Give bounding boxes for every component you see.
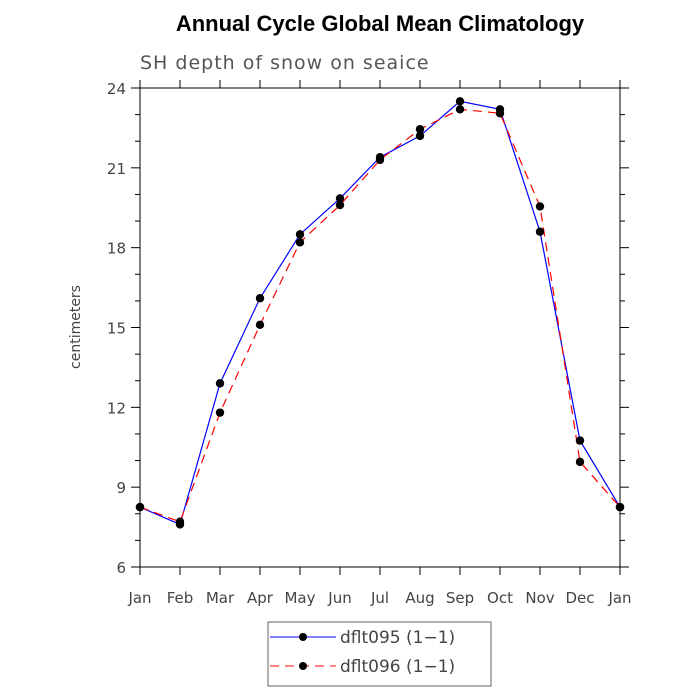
y-axis-label: centimeters <box>68 285 84 369</box>
legend-box <box>267 621 492 687</box>
x-tick-label: Jul <box>370 589 389 607</box>
x-tick-label: Nov <box>525 589 554 607</box>
point-dflt096-sep <box>455 105 465 114</box>
x-tick-label: Aug <box>405 589 434 607</box>
point-dflt096-aug <box>415 125 425 134</box>
series-line-dflt096 <box>139 108 621 523</box>
x-tick-label: Feb <box>167 589 194 607</box>
point-dflt096-dec <box>575 457 585 467</box>
point-dflt096-apr <box>255 320 265 330</box>
point-dflt096-jan <box>615 502 625 512</box>
x-tick-label: Jan <box>127 589 151 607</box>
y-tick-label: 24 <box>107 80 126 98</box>
point-dflt096-feb <box>175 517 185 526</box>
series-group <box>135 97 625 529</box>
x-tick-label: Mar <box>206 589 235 607</box>
y-tick-label: 12 <box>107 399 126 417</box>
legend-marker-dflt095 <box>299 633 307 641</box>
point-dflt096-jul <box>375 155 385 165</box>
point-dflt095-mar <box>215 379 225 388</box>
series-line-dflt095 <box>139 100 621 526</box>
point-dflt095-sep <box>455 97 465 106</box>
point-dflt096-oct <box>495 109 505 118</box>
chart-title: Annual Cycle Global Mean Climatology <box>176 11 585 36</box>
legend-label-dflt096: dflt096 (1−1) <box>340 657 455 677</box>
legend-marker-dflt096 <box>299 662 307 670</box>
x-tick-label: Jan <box>607 589 631 607</box>
y-tick-label: 6 <box>116 559 126 577</box>
y-tick-label: 18 <box>107 240 126 258</box>
point-dflt095-may <box>295 230 305 239</box>
x-tick-label: Dec <box>565 589 594 607</box>
x-tick-label: Apr <box>247 589 274 607</box>
chart-subtitle: SH depth of snow on seaice <box>140 52 430 74</box>
point-dflt096-nov <box>535 202 545 211</box>
y-tick-label: 15 <box>107 320 126 338</box>
tick-labels: Jan Feb Mar Apr May Jun Jul Aug Sep Oct Nov Dec Jan6… <box>107 80 632 607</box>
point-dflt096-mar <box>215 408 225 417</box>
point-dflt095-jun <box>335 194 345 203</box>
point-dflt096-jan <box>135 502 145 512</box>
point-dflt095-aug <box>415 131 425 141</box>
x-tick-label: Oct <box>487 589 513 607</box>
legend: dflt095 (1−1) dflt096 (1−1) <box>267 621 492 687</box>
y-tick-label: 21 <box>107 160 126 178</box>
x-tick-label: Sep <box>446 589 474 607</box>
legend-label-dflt095: dflt095 (1−1) <box>340 628 455 648</box>
axis-ticks <box>131 80 629 575</box>
point-dflt095-apr <box>255 294 265 303</box>
point-dflt096-jun <box>335 200 345 210</box>
x-tick-label: May <box>284 589 315 607</box>
x-tick-label: Jun <box>327 589 351 607</box>
y-tick-label: 9 <box>116 479 126 497</box>
point-dflt095-nov <box>535 227 545 236</box>
point-dflt096-may <box>295 238 305 247</box>
point-dflt095-dec <box>575 436 585 445</box>
